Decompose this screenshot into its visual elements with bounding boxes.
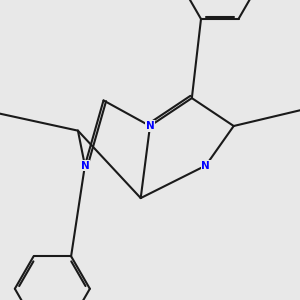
Text: N: N xyxy=(80,160,89,170)
Text: N: N xyxy=(146,121,154,131)
Text: N: N xyxy=(201,160,210,170)
